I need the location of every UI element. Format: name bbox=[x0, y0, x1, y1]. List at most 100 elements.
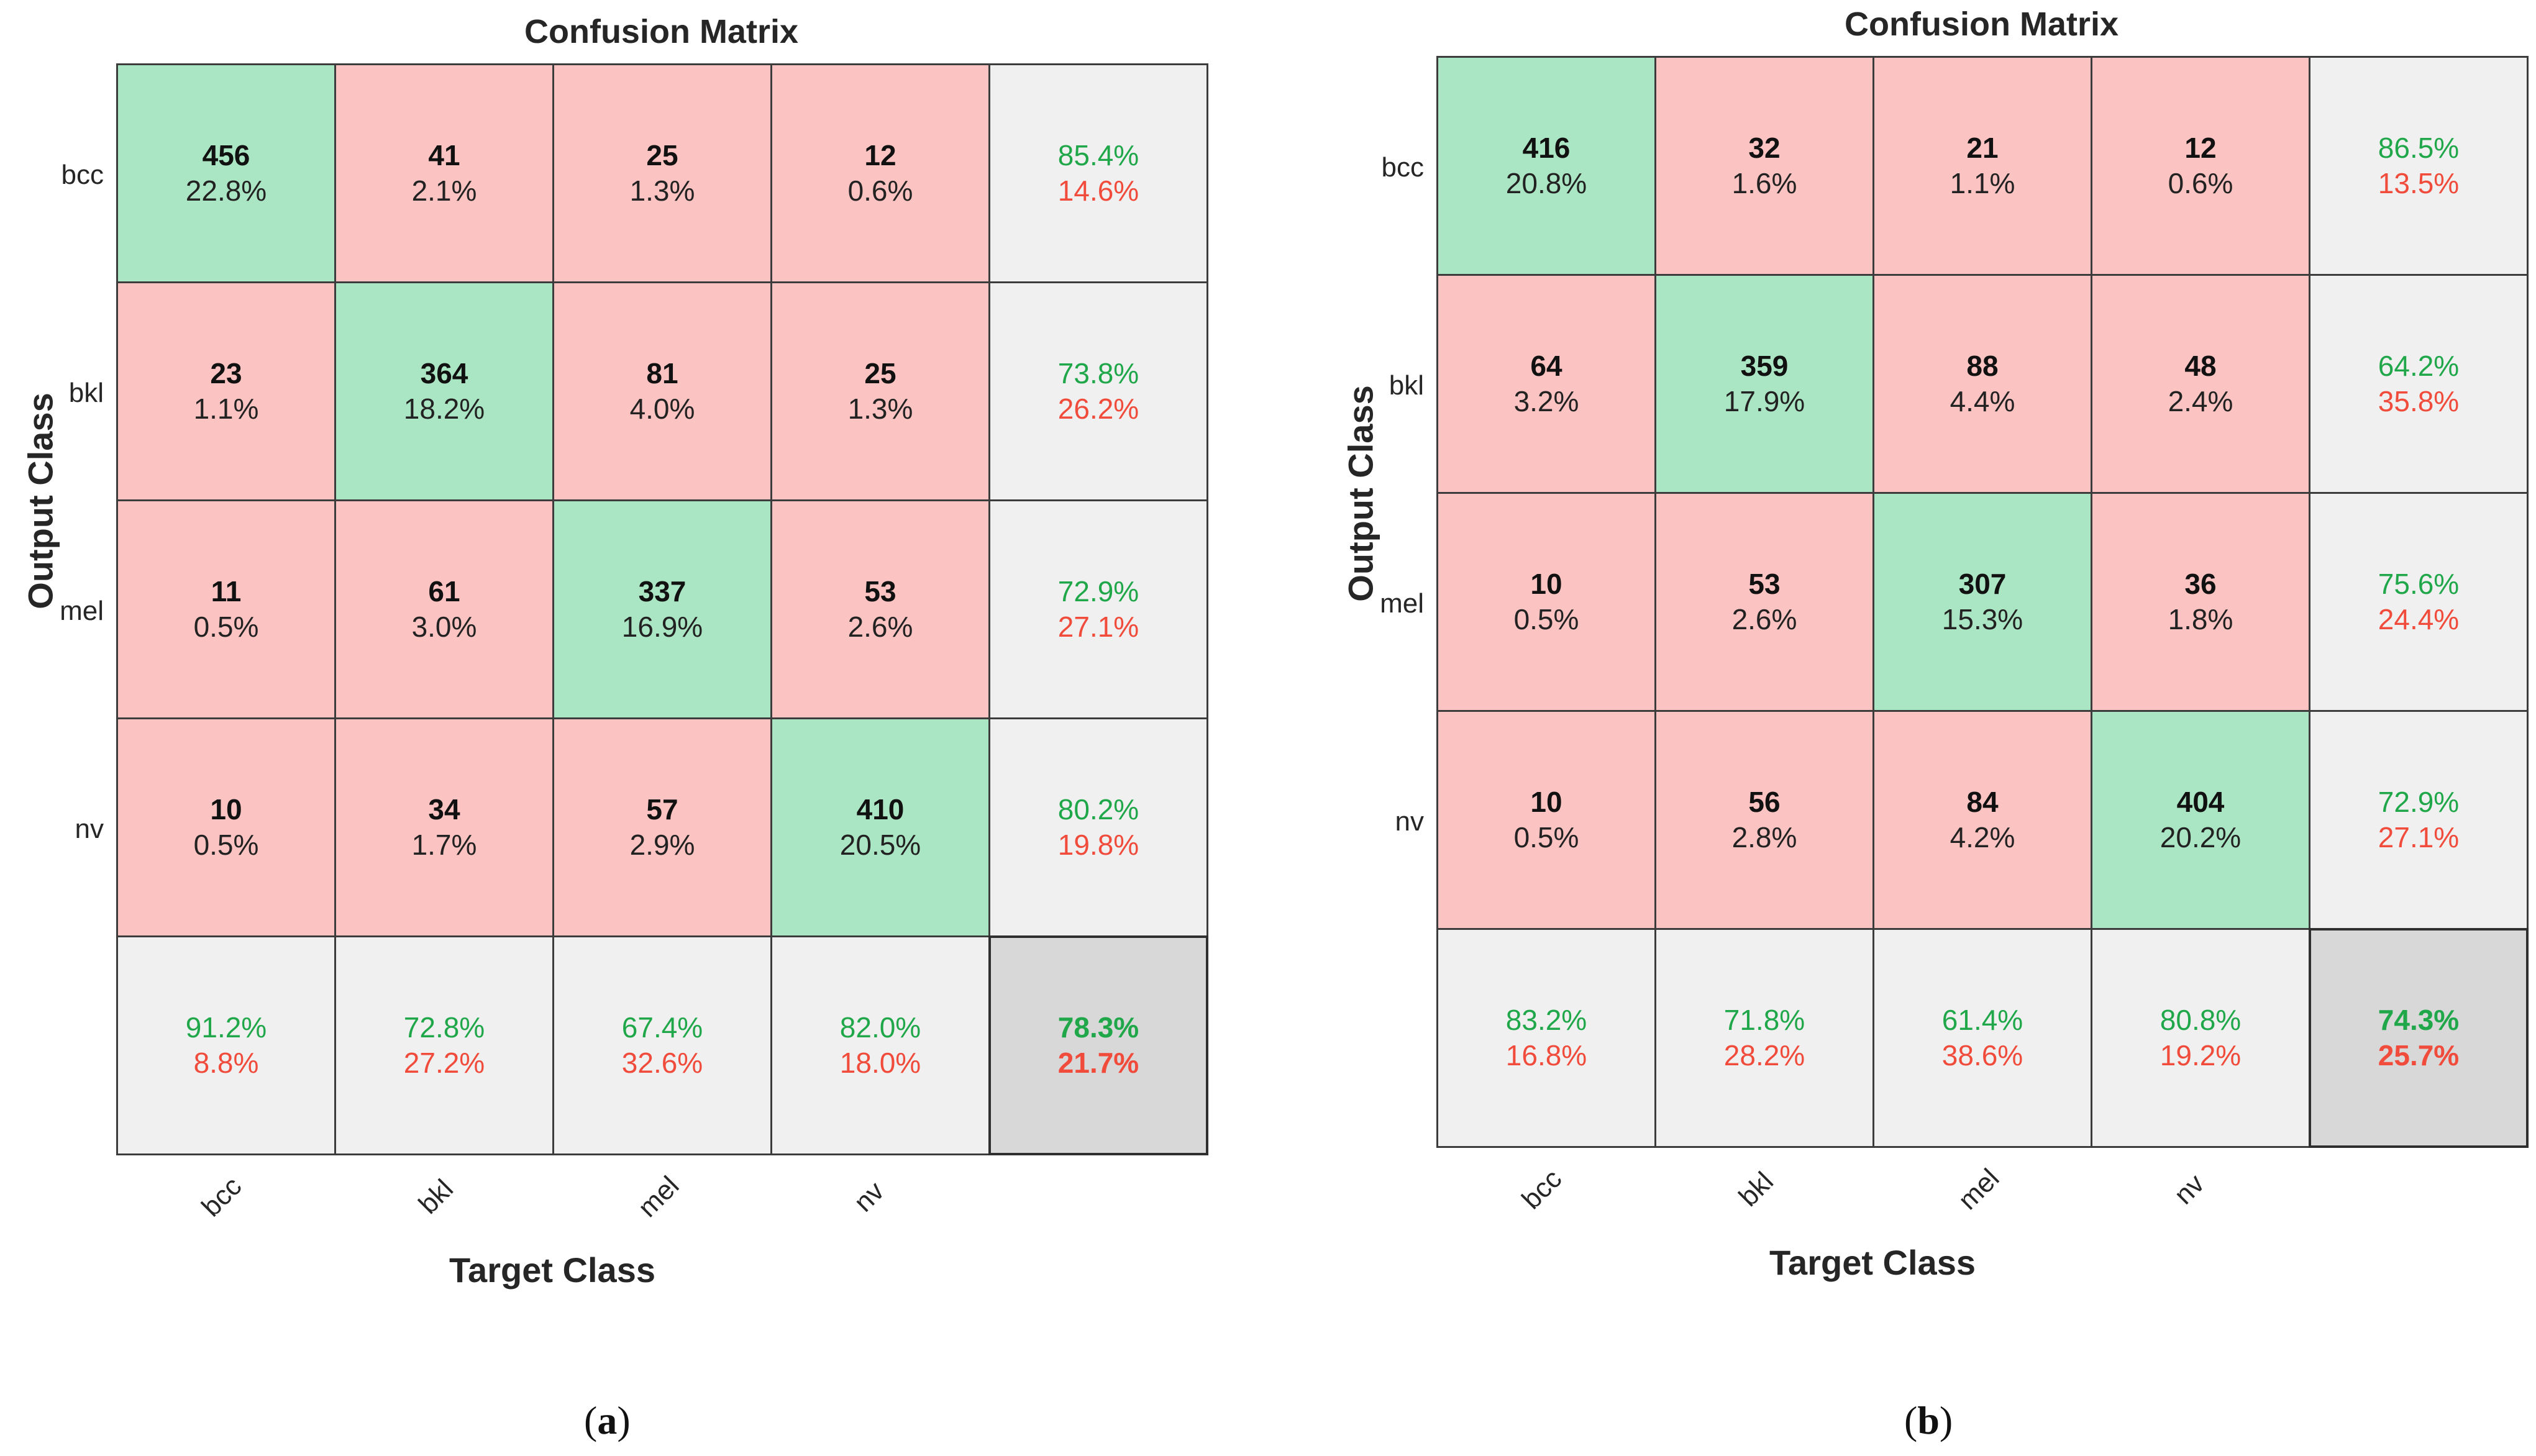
matrix-cell: 36 1.8% bbox=[2091, 492, 2310, 712]
matrix-cell: 337 16.9% bbox=[552, 499, 772, 719]
column-summary-cell: 61.4% 38.6% bbox=[1872, 928, 2092, 1148]
cell-count: 34 bbox=[428, 793, 460, 826]
cell-count: 456 bbox=[202, 139, 250, 171]
x-axis-title: Target Class bbox=[1769, 1243, 1976, 1282]
matrix-cell: 53 2.6% bbox=[1654, 492, 1874, 712]
matrix-cell: 410 20.5% bbox=[770, 717, 990, 937]
matrix-cell: 25 1.3% bbox=[770, 281, 990, 501]
matrix-cell: 12 0.6% bbox=[2091, 56, 2310, 276]
cell-count: 64 bbox=[1530, 349, 1562, 382]
correct-percent: 78.3% bbox=[1057, 1011, 1139, 1044]
matrix-cell: 23 1.1% bbox=[116, 281, 336, 501]
cell-count: 10 bbox=[210, 793, 242, 826]
cell-count: 11 bbox=[211, 575, 242, 607]
row-summary-cell: 72.9% 27.1% bbox=[988, 499, 1208, 719]
column-summary-cell: 80.8% 19.2% bbox=[2091, 928, 2310, 1148]
row-summary-cell: 75.6% 24.4% bbox=[2309, 492, 2529, 712]
matrix-cell: 57 2.9% bbox=[552, 717, 772, 937]
cell-percent: 15.3% bbox=[1941, 603, 2023, 635]
matrix-cell: 48 2.4% bbox=[2091, 274, 2310, 494]
matrix-cell: 81 4.0% bbox=[552, 281, 772, 501]
cell-count: 12 bbox=[864, 139, 896, 171]
y-tick-label: bkl bbox=[1389, 370, 1424, 401]
cell-percent: 2.9% bbox=[629, 829, 695, 861]
cell-count: 337 bbox=[638, 575, 686, 607]
cell-percent: 2.6% bbox=[847, 611, 913, 643]
matrix-cell: 61 3.0% bbox=[334, 499, 554, 719]
matrix-grid: 456 22.8% 41 2.1% 25 1.3% 12 0.6% 85.4% 14.6% 23 1.… bbox=[116, 63, 1208, 1155]
matrix-cell: 404 20.2% bbox=[2091, 710, 2310, 930]
cell-percent: 1.1% bbox=[193, 393, 259, 425]
cell-count: 25 bbox=[646, 139, 678, 171]
column-summary-cell: 67.4% 32.6% bbox=[552, 935, 772, 1155]
y-tick-label: mel bbox=[60, 596, 104, 626]
matrix-cell: 12 0.6% bbox=[770, 63, 990, 283]
cell-percent: 2.8% bbox=[1731, 821, 1797, 853]
cell-count: 10 bbox=[1530, 567, 1562, 600]
chart-title: Confusion Matrix bbox=[524, 13, 798, 50]
y-axis-title: Output Class bbox=[21, 393, 60, 609]
cell-count: 81 bbox=[646, 357, 678, 389]
matrix-cell: 84 4.2% bbox=[1872, 710, 2092, 930]
x-tick-label: bkl bbox=[1733, 1166, 1779, 1213]
x-tick-label: mel bbox=[1952, 1163, 2005, 1216]
cell-count: 88 bbox=[1966, 349, 1999, 382]
cell-percent: 18.2% bbox=[403, 393, 485, 425]
error-percent: 28.2% bbox=[1723, 1039, 1805, 1072]
cell-percent: 22.8% bbox=[185, 175, 267, 207]
caption-letter: b bbox=[1917, 1398, 1940, 1442]
matrix-cell: 25 1.3% bbox=[552, 63, 772, 283]
matrix-cell: 307 15.3% bbox=[1872, 492, 2092, 712]
chart-title: Confusion Matrix bbox=[1845, 6, 2119, 43]
matrix-cell: 456 22.8% bbox=[116, 63, 336, 283]
y-axis-title: Output Class bbox=[1341, 385, 1380, 602]
x-tick-label: nv bbox=[2168, 1168, 2210, 1211]
cell-percent: 1.8% bbox=[2168, 603, 2233, 635]
cell-count: 25 bbox=[864, 357, 896, 389]
cell-count: 307 bbox=[1958, 567, 2007, 600]
matrix-cell: 11 0.5% bbox=[116, 499, 336, 719]
cell-count: 41 bbox=[428, 139, 460, 171]
matrix-cell: 64 3.2% bbox=[1436, 274, 1656, 494]
row-summary-cell: 64.2% 35.8% bbox=[2309, 274, 2529, 494]
cell-percent: 0.5% bbox=[1513, 603, 1579, 635]
correct-percent: 86.5% bbox=[2378, 131, 2460, 164]
error-percent: 38.6% bbox=[1941, 1039, 2023, 1072]
matrix-cell: 364 18.2% bbox=[334, 281, 554, 501]
error-percent: 27.1% bbox=[1057, 611, 1139, 643]
cell-percent: 20.2% bbox=[2160, 821, 2242, 853]
column-summary-cell: 72.8% 27.2% bbox=[334, 935, 554, 1155]
matrix-cell: 10 0.5% bbox=[116, 717, 336, 937]
error-percent: 14.6% bbox=[1057, 175, 1139, 207]
error-percent: 13.5% bbox=[2378, 167, 2460, 199]
cell-count: 23 bbox=[210, 357, 242, 389]
error-percent: 18.0% bbox=[839, 1047, 921, 1079]
overall-accuracy-cell: 78.3% 21.7% bbox=[988, 935, 1208, 1155]
correct-percent: 91.2% bbox=[185, 1011, 267, 1044]
matrix-cell: 416 20.8% bbox=[1436, 56, 1656, 276]
cell-percent: 2.1% bbox=[411, 175, 477, 207]
correct-percent: 72.8% bbox=[403, 1011, 485, 1044]
cell-percent: 20.5% bbox=[839, 829, 921, 861]
error-percent: 26.2% bbox=[1057, 393, 1139, 425]
correct-percent: 73.8% bbox=[1057, 357, 1139, 389]
cell-count: 12 bbox=[2184, 131, 2217, 164]
matrix-cell: 10 0.5% bbox=[1436, 710, 1656, 930]
correct-percent: 85.4% bbox=[1057, 139, 1139, 171]
cell-count: 56 bbox=[1748, 785, 1781, 818]
cell-count: 48 bbox=[2184, 349, 2217, 382]
x-tick-label: bcc bbox=[1515, 1163, 1567, 1216]
matrix-cell: 359 17.9% bbox=[1654, 274, 1874, 494]
column-summary-cell: 83.2% 16.8% bbox=[1436, 928, 1656, 1148]
cell-percent: 4.0% bbox=[629, 393, 695, 425]
x-tick-label: mel bbox=[632, 1170, 685, 1224]
column-summary-cell: 82.0% 18.0% bbox=[770, 935, 990, 1155]
column-summary-cell: 71.8% 28.2% bbox=[1654, 928, 1874, 1148]
row-summary-cell: 80.2% 19.8% bbox=[988, 717, 1208, 937]
cell-count: 410 bbox=[856, 793, 905, 826]
correct-percent: 72.9% bbox=[2378, 785, 2460, 818]
correct-percent: 71.8% bbox=[1723, 1003, 1805, 1036]
cell-count: 61 bbox=[428, 575, 460, 607]
y-tick-label: bcc bbox=[1381, 152, 1424, 183]
row-summary-cell: 73.8% 26.2% bbox=[988, 281, 1208, 501]
